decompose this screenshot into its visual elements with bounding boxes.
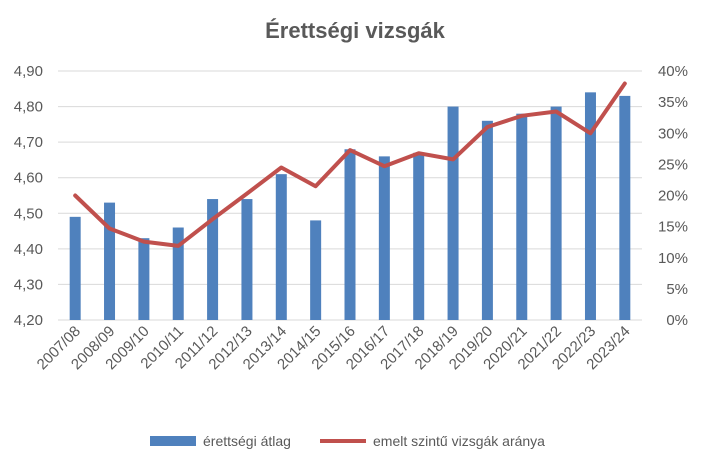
bar [69, 216, 81, 320]
y-left-tick-label: 4,40 [14, 241, 43, 258]
legend-label-line: emelt szintű vizsgák aránya [373, 433, 545, 449]
bar [378, 156, 390, 320]
bar [619, 95, 631, 321]
bar [481, 120, 493, 320]
y-right-tick-label: 15% [658, 219, 688, 236]
bar-series [69, 92, 631, 321]
left-axis: 4,20 4,30 4,40 4,50 4,60 4,70 4,80 4,90 [14, 63, 43, 329]
bar [344, 149, 356, 320]
y-right-tick-label: 0% [666, 312, 688, 329]
bar [584, 92, 596, 320]
y-left-tick-label: 4,70 [14, 134, 43, 151]
bar [275, 174, 287, 320]
y-right-tick-label: 35% [658, 94, 688, 111]
bar [207, 199, 219, 320]
legend-label-bar: érettségi átlag [203, 433, 291, 449]
y-left-tick-label: 4,50 [14, 205, 43, 222]
bar [310, 220, 322, 320]
bar [138, 238, 150, 320]
right-axis: 0% 5% 10% 15% 20% 25% 30% 35% 40% [658, 63, 688, 329]
chart-title: Érettségi vizsgák [265, 18, 446, 43]
y-left-tick-label: 4,60 [14, 170, 43, 187]
y-left-tick-label: 4,90 [14, 63, 43, 80]
bar [172, 227, 184, 320]
legend-swatch-bar [150, 436, 196, 446]
line-series [73, 81, 627, 248]
bar [241, 199, 253, 320]
y-right-tick-label: 20% [658, 188, 688, 205]
legend: érettségi átlag emelt szintű vizsgák ará… [150, 433, 545, 449]
x-axis: 2007/082008/092009/102010/112011/122012/… [34, 323, 634, 373]
y-left-tick-label: 4,80 [14, 99, 43, 116]
y-left-tick-label: 4,20 [14, 312, 43, 329]
bar [413, 152, 425, 320]
y-left-tick-label: 4,30 [14, 276, 43, 293]
bar [550, 106, 562, 320]
y-right-tick-label: 10% [658, 250, 688, 267]
y-right-tick-label: 5% [666, 281, 688, 298]
bar [104, 202, 116, 320]
y-right-tick-label: 40% [658, 63, 688, 80]
y-right-tick-label: 30% [658, 125, 688, 142]
bar [516, 113, 528, 320]
y-right-tick-label: 25% [658, 156, 688, 173]
bar [447, 106, 459, 320]
